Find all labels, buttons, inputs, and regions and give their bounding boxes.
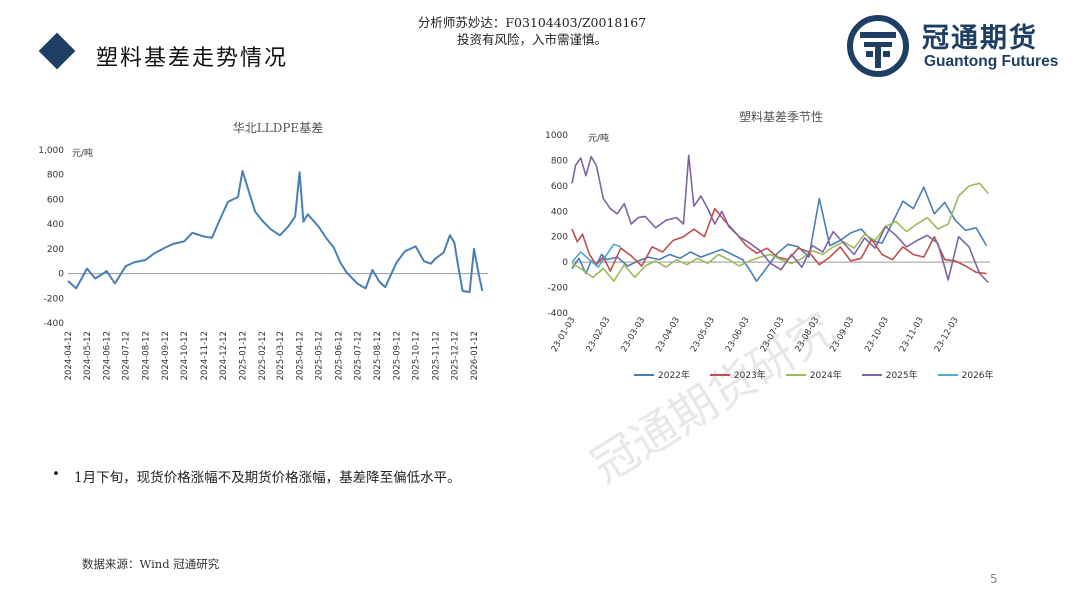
analyst-info: 分析师苏妙达：F03104403/Z0018167 投资有风险，入市需谨慎。 [372,14,692,48]
y-tick-label: -200 [44,294,65,304]
y-axis-unit: 元/吨 [588,132,609,144]
x-tick-label: 2026-01-12 [470,331,480,380]
x-tick-label: 2025-05-12 [315,331,325,380]
legend-swatch [634,373,654,376]
section-diamond-icon [38,32,76,70]
x-tick-label: 2024-12-12 [219,331,229,380]
y-axis-unit: 元/吨 [72,147,93,159]
chart-title: 塑料基差季节性 [739,109,823,124]
x-tick-label: 23-12-03 [933,316,961,354]
legend-label: 2024年 [809,371,842,381]
legend-swatch [709,373,730,376]
y-tick-label: -400 [548,309,569,319]
guantong-logo-icon [847,15,909,77]
legend-label: 2026年 [961,371,994,381]
y-tick-label: 0 [58,270,64,280]
x-tick-label: 23-04-03 [654,316,682,354]
x-tick-label: 2025-11-12 [431,331,441,380]
x-tick-label: 2024-04-12 [64,331,74,380]
legend-label: 2023年 [733,371,766,381]
series-line-2022年 [571,186,988,282]
legend-item: 2023年 [709,368,766,381]
y-tick-label: 1,000 [38,146,64,156]
series-line-2026年 [571,243,622,268]
x-tick-label: 2024-11-12 [200,331,210,380]
logo-name-en: Guantong Futures [924,53,1059,70]
x-tick-label: 2024-08-12 [141,331,151,380]
risk-warning: 投资有风险，入市需谨慎。 [456,32,607,47]
legend-label: 2025年 [885,371,918,381]
analyst-line: 分析师苏妙达：F03104403/Z0018167 [417,15,647,30]
y-tick-label: 600 [551,182,568,192]
legend-item: 2025年 [861,368,918,381]
page-title: 塑料基差走势情况 [96,46,289,71]
series-line-2023年 [571,207,987,275]
chart-seasonality-legend: 2022年 2023年 2024年 2025年 2026年 [634,368,994,381]
x-tick-label: 2024-05-12 [83,331,93,380]
x-tick-label: 23-03-03 [619,316,647,354]
x-tick-label: 23-05-03 [689,316,717,354]
x-tick-label: 2025-04-12 [296,331,306,380]
x-tick-label: 2025-01-12 [238,331,248,380]
x-tick-label: 2025-08-12 [373,331,383,380]
y-tick-label: 200 [551,233,568,243]
legend-item: 2022年 [634,368,690,381]
x-tick-label: 2025-10-12 [412,331,422,380]
y-tick-label: -200 [548,284,569,294]
x-tick-label: 23-10-03 [863,316,891,354]
summary-text: 1月下旬，现货价格涨幅不及期货价格涨幅，基差降至偏低水平。 [74,470,461,486]
y-tick-label: 0 [562,258,568,268]
legend-swatch [937,373,958,376]
page-number: 5 [990,572,998,586]
x-tick-label: 23-11-03 [898,316,926,354]
chart-lldpe-basis: 华北LLDPE基差元/吨 -400 -200 0 200 400 600 800 1,000 20… [30,110,500,400]
x-tick-label: 2025-02-12 [258,331,268,380]
y-tick-label: 600 [47,195,64,205]
x-tick-label: 2025-12-12 [450,331,460,380]
y-tick-label: -400 [44,319,65,329]
y-tick-label: 800 [551,156,568,166]
x-tick-label: 2025-03-12 [276,331,286,380]
x-tick-label: 2024-10-12 [180,331,190,380]
y-tick-label: 200 [47,245,64,255]
y-tick-label: 400 [551,207,568,217]
x-tick-label: 2025-09-12 [393,331,403,380]
legend-swatch [785,373,806,376]
x-tick-label: 2024-06-12 [103,331,113,380]
x-tick-label: 2025-06-12 [334,331,344,380]
legend-swatch [861,373,882,376]
series-line [67,170,484,294]
y-tick-label: 800 [47,171,64,181]
y-tick-label: 400 [47,220,64,230]
x-tick-label: 2025-07-12 [353,331,363,380]
logo-name-cn: 冠通期货 [922,23,1038,54]
series-line-2024年 [571,182,989,282]
x-tick-label: 2024-09-12 [161,331,171,380]
data-source: 数据来源：Wind 冠通研究 [82,557,220,571]
chart-title: 华北LLDPE基差 [233,121,323,135]
y-tick-label: 1000 [545,131,568,141]
bullet-icon: • [52,466,60,482]
legend-item: 2026年 [937,368,994,381]
x-tick-label: 23-02-03 [584,316,612,354]
series-line-2025年 [571,154,989,284]
legend-label: 2022年 [658,371,690,381]
chart-seasonality: 塑料基差季节性元/吨 -400 -200 0 200 400 600 800 1000 23-01… [530,105,1000,365]
x-tick-label: 2024-07-12 [122,331,132,380]
x-tick-label: 23-01-03 [550,316,578,354]
legend-item: 2024年 [785,368,842,381]
